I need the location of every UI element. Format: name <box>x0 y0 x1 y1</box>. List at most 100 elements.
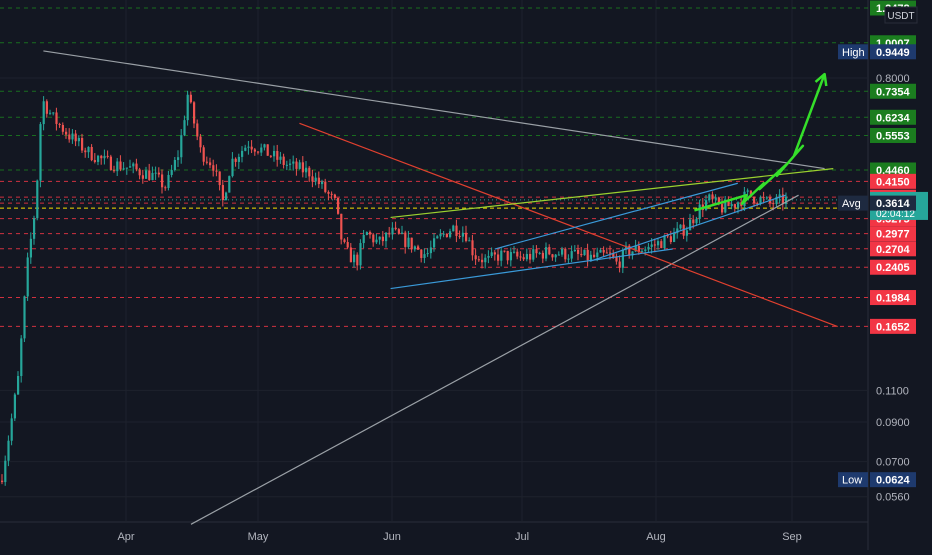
candle-body <box>625 245 628 250</box>
candle-body <box>401 232 404 234</box>
y-tick-label: 0.0900 <box>876 417 910 429</box>
candle-body <box>493 252 496 255</box>
candle-body <box>340 213 343 240</box>
candle-body <box>727 199 730 207</box>
candle-body <box>276 150 279 160</box>
candle-body <box>260 147 263 153</box>
candle-body <box>474 255 477 260</box>
candle-body <box>36 180 39 219</box>
candle-body <box>545 247 548 259</box>
candle-body <box>61 125 64 132</box>
candle-body <box>631 251 634 256</box>
candle-body <box>52 112 55 114</box>
price-level-label: 0.1984 <box>876 293 911 305</box>
candle-body <box>74 133 77 142</box>
candle-body <box>81 137 84 151</box>
candle-body <box>308 167 311 177</box>
candle-body <box>212 165 215 171</box>
candle-body <box>397 229 400 234</box>
candle-body <box>618 261 621 268</box>
candle-body <box>452 225 455 232</box>
candle-body <box>362 234 365 244</box>
candle-body <box>737 202 740 208</box>
candle-body <box>189 94 192 103</box>
x-tick-label: Jul <box>515 531 529 543</box>
candle-body <box>410 237 413 250</box>
candle-body <box>615 257 618 262</box>
candle-body <box>23 296 26 339</box>
candle-body <box>231 158 234 177</box>
candle-body <box>458 235 461 237</box>
candle-body <box>305 167 308 173</box>
y-tick-label: 0.8000 <box>876 73 910 85</box>
candle-body <box>337 197 340 214</box>
candle-body <box>762 197 765 199</box>
candle-body <box>330 193 333 195</box>
candle-body <box>266 144 269 156</box>
candle-body <box>644 249 647 251</box>
candle-body <box>477 259 480 261</box>
trendline <box>390 167 834 219</box>
candle-body <box>554 254 557 258</box>
candle-body <box>669 236 672 242</box>
price-level-label-bg <box>870 109 916 125</box>
high-value-bg <box>870 44 916 60</box>
price-level-label: 0.7354 <box>876 86 911 98</box>
candle-body <box>356 254 359 266</box>
candle-body <box>605 252 608 254</box>
candle-body <box>657 241 660 246</box>
candle-body <box>193 102 196 124</box>
candle-body <box>97 155 100 162</box>
candle-body <box>781 194 784 205</box>
candle-body <box>218 171 221 186</box>
candle-body <box>49 112 52 114</box>
y-tick-label: 0.0560 <box>876 492 910 504</box>
price-level-label-bg <box>870 127 916 143</box>
price-level-lines <box>0 7 868 327</box>
candle-body <box>225 192 228 201</box>
candle-body <box>113 170 116 172</box>
price-level-label: 0.2977 <box>876 229 910 241</box>
candle-body <box>692 219 695 224</box>
candle-body <box>647 246 650 250</box>
candle-body <box>221 185 224 201</box>
candle-body <box>503 250 506 252</box>
candle-body <box>404 232 407 247</box>
candle-body <box>138 169 141 176</box>
candle-body <box>20 338 23 377</box>
candle-body <box>314 177 317 182</box>
candle-body <box>433 238 436 248</box>
candle-body <box>695 218 698 224</box>
price-level-label: 0.1652 <box>876 321 910 333</box>
candle-body <box>641 250 644 252</box>
candle-body <box>103 155 106 159</box>
candle-body <box>372 234 375 243</box>
candle-body <box>522 257 525 260</box>
candle-body <box>65 131 68 135</box>
candle-body <box>465 232 468 241</box>
candle-body <box>756 203 759 205</box>
avg-tag-label: Avg <box>842 198 861 210</box>
candle-body <box>586 249 589 261</box>
trendline <box>390 248 673 290</box>
high-tag-bg <box>838 44 868 60</box>
candle-body <box>292 161 295 164</box>
x-tick-label: Sep <box>782 531 802 543</box>
candle-body <box>106 155 109 157</box>
candle-body <box>650 244 653 247</box>
candle-body <box>481 259 484 263</box>
x-tick-label: Aug <box>646 531 666 543</box>
candle-body <box>484 257 487 263</box>
candle-body <box>637 245 640 252</box>
grid <box>0 0 869 550</box>
candle-body <box>1 480 4 483</box>
candle-body <box>177 157 180 160</box>
candle-body <box>385 232 388 242</box>
candle-body <box>532 249 535 260</box>
projection-arrow <box>694 72 828 212</box>
candle-body <box>4 460 7 483</box>
price-level-label-bg <box>870 290 916 306</box>
candle-body <box>634 245 637 252</box>
